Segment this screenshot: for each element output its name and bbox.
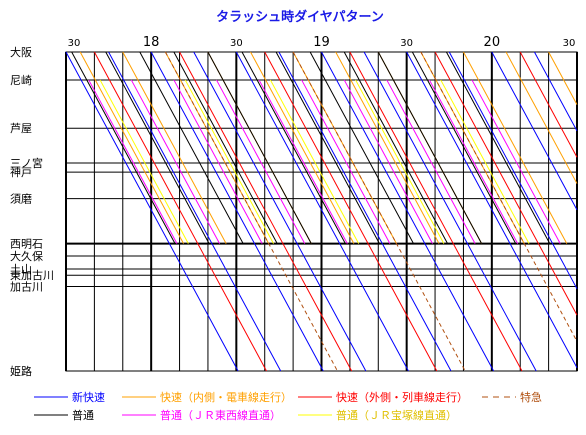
train-line <box>448 51 578 290</box>
legend-label: 快速（内側・電車線走行） <box>160 390 292 404</box>
train-line <box>164 51 338 372</box>
train-line <box>93 51 267 372</box>
legend-label: 快速（外側・列車線走行） <box>336 390 468 404</box>
train-line <box>321 51 495 372</box>
train-line <box>343 79 433 244</box>
train-line <box>278 51 452 372</box>
train-line <box>105 51 210 244</box>
station-label: 神戸 <box>10 165 32 179</box>
train-line <box>258 79 348 244</box>
station-label: 大久保 <box>10 249 43 263</box>
train-line <box>179 51 353 372</box>
train-line <box>108 51 282 372</box>
hour-label: 20 <box>484 35 501 50</box>
train-line <box>548 51 578 105</box>
train-line <box>533 51 578 132</box>
train-line <box>386 79 476 244</box>
train-line <box>241 51 346 244</box>
train-line <box>79 51 185 244</box>
train-line <box>150 51 324 372</box>
train-line <box>235 51 409 372</box>
train-line <box>193 51 367 372</box>
train-line <box>471 79 561 244</box>
train-line <box>130 79 221 244</box>
legend-label: 普通（ＪＲ東西線直通） <box>160 408 281 422</box>
train-line <box>71 51 176 244</box>
chart-title: タラッシュ時ダイヤパターン <box>216 9 384 25</box>
hour-label: 19 <box>313 35 330 50</box>
train-line <box>428 79 519 244</box>
train-line <box>335 51 440 244</box>
train-line <box>309 51 414 244</box>
train-line <box>292 51 466 372</box>
legend-label: 普通（ＪＲ宝塚線直通） <box>336 408 457 422</box>
train-line <box>463 51 568 244</box>
train-line <box>519 51 578 158</box>
train-line <box>411 51 517 244</box>
station-label: 加古川 <box>10 280 43 293</box>
train-line <box>184 79 274 244</box>
station-label: 西明石 <box>10 238 43 251</box>
train-line <box>216 79 306 244</box>
station-label: 芦屋 <box>10 122 32 135</box>
train-line <box>173 51 278 244</box>
minute-label: 30 <box>230 38 243 49</box>
minute-label: 30 <box>563 38 576 49</box>
train-line <box>122 51 227 244</box>
station-label: 土山 <box>10 263 32 276</box>
train-line <box>505 51 578 184</box>
station-label: 須磨 <box>10 193 32 206</box>
train-line <box>269 79 360 244</box>
train-line <box>349 51 523 372</box>
train-line <box>363 51 537 372</box>
train-line <box>65 51 239 372</box>
train-line <box>250 51 355 244</box>
train-line <box>88 79 178 244</box>
train-line <box>406 51 578 368</box>
train-line <box>355 79 445 244</box>
train-line <box>264 51 438 372</box>
train-line <box>139 51 244 244</box>
train-line <box>275 51 380 244</box>
station-label: 三ノ宮 <box>10 156 43 170</box>
train-line <box>173 79 263 244</box>
legend-label: 特急 <box>520 390 542 404</box>
legend-label: 普通 <box>72 408 94 422</box>
minute-label: 30 <box>400 38 413 49</box>
minute-label: 30 <box>68 38 81 49</box>
legend-label: 新快速 <box>72 390 105 404</box>
train-line <box>301 79 391 244</box>
train-line <box>445 51 551 244</box>
train-line <box>377 51 483 244</box>
train-line <box>440 79 530 244</box>
train-line <box>491 51 578 211</box>
station-label: 姫路 <box>10 364 32 378</box>
train-lines <box>65 51 578 372</box>
hour-label: 18 <box>143 35 160 50</box>
train-line <box>420 51 578 342</box>
train-line <box>99 79 189 244</box>
train-line <box>434 51 578 316</box>
train-line <box>207 51 312 244</box>
station-label: 東加古川 <box>10 269 54 282</box>
train-line <box>343 51 449 244</box>
station-label: 尼崎 <box>10 73 32 87</box>
station-label: 大阪 <box>10 45 32 59</box>
